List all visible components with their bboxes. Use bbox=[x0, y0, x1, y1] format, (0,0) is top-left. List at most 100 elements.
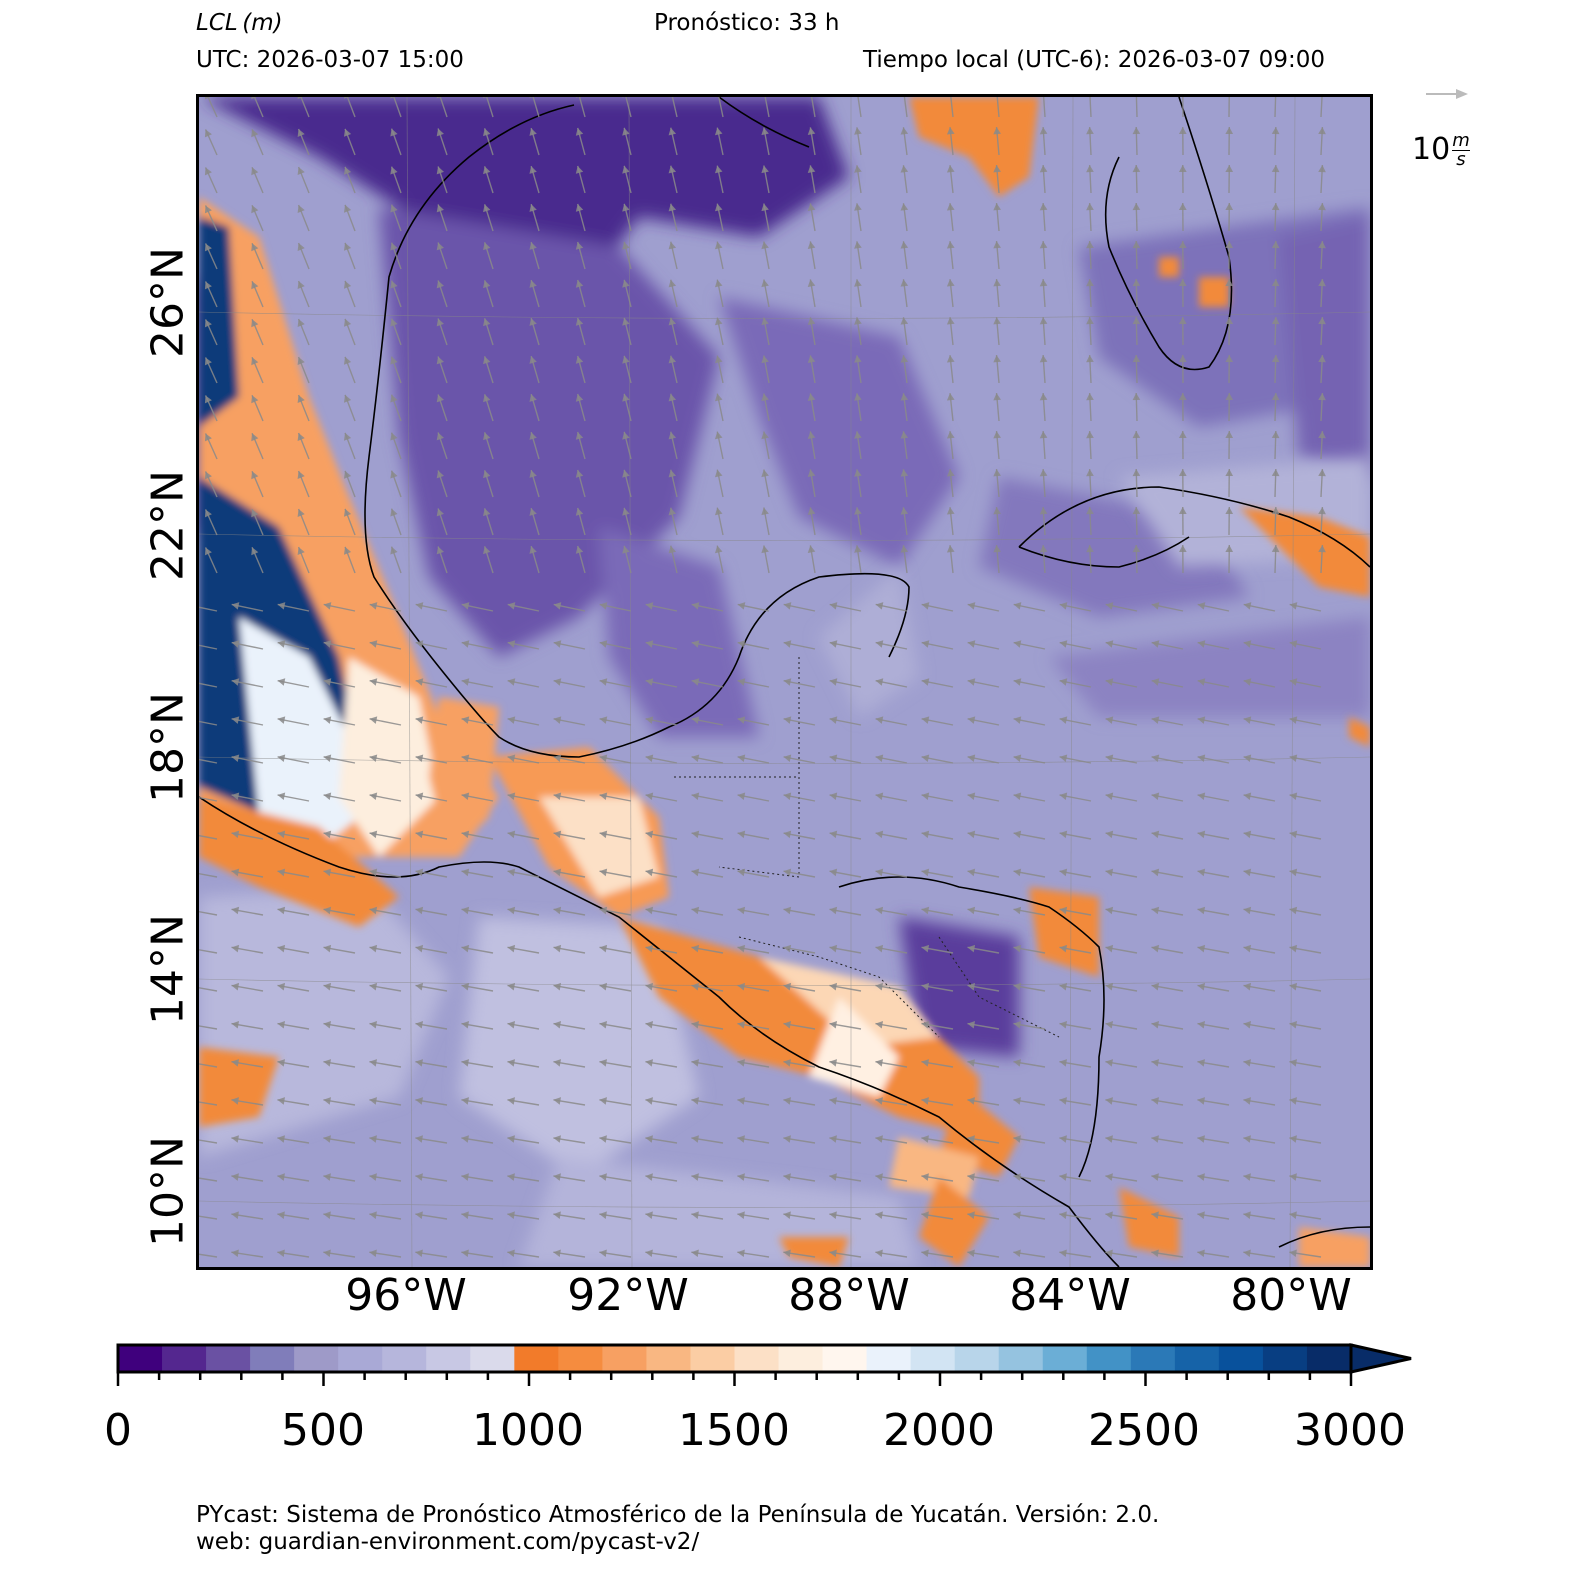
footer-credit: PYcast: Sistema de Pronóstico Atmosféric… bbox=[196, 1502, 1160, 1528]
wind-arrow-head bbox=[783, 792, 792, 801]
wind-arrow bbox=[393, 97, 402, 118]
wind-arrow-head bbox=[553, 1059, 562, 1067]
wind-arrow-head bbox=[993, 317, 1001, 325]
wind-arrow-head bbox=[1197, 602, 1206, 610]
wind-arrow-head bbox=[783, 1135, 791, 1143]
wind-arrow bbox=[671, 97, 678, 118]
wind-arrow-head bbox=[1271, 469, 1280, 477]
wind-arrow-head bbox=[461, 1135, 469, 1143]
wind-arrow-head bbox=[343, 432, 352, 441]
wind-arrow-head bbox=[507, 1249, 515, 1258]
wind-arrow-head bbox=[1059, 830, 1068, 839]
wind-arrow-head bbox=[1243, 754, 1252, 762]
wind-arrow-head bbox=[507, 1020, 516, 1029]
wind-arrow-head bbox=[251, 129, 259, 138]
wind-arrow-head bbox=[415, 792, 424, 801]
wind-arrow-head bbox=[251, 471, 259, 480]
wind-arrow-head bbox=[1271, 279, 1280, 287]
wind-arrow-head bbox=[1271, 127, 1280, 135]
wind-arrow-head bbox=[1059, 868, 1068, 877]
wind-arrow-head bbox=[829, 678, 838, 686]
wind-arrow-head bbox=[875, 1211, 883, 1219]
wind-arrow-head bbox=[875, 678, 884, 686]
wind-arrow-head bbox=[645, 678, 654, 686]
wind-arrow-head bbox=[783, 906, 792, 915]
wind-arrow-head bbox=[761, 203, 769, 212]
wind-arrow-head bbox=[415, 754, 424, 762]
wind-arrow-head bbox=[875, 1020, 884, 1029]
wind-arrow-head bbox=[1289, 792, 1298, 801]
wind-arrow-head bbox=[967, 830, 976, 839]
wind-arrow-head bbox=[461, 1097, 469, 1105]
wind-arrow-head bbox=[993, 127, 1001, 135]
wind-arrow-head bbox=[553, 792, 562, 801]
wind-arrow-head bbox=[1197, 1135, 1205, 1143]
wind-arrow-head bbox=[277, 1135, 285, 1143]
wind-arrow-head bbox=[323, 602, 332, 610]
wind-arrow-head bbox=[1105, 792, 1114, 801]
wind-arrow-head bbox=[1105, 1211, 1113, 1219]
wind-arrow-head bbox=[1059, 1097, 1067, 1105]
wind-arrow-head bbox=[1318, 241, 1326, 249]
lon-label-96w: 96°W bbox=[345, 1270, 467, 1321]
wind-arrow-head bbox=[645, 754, 654, 762]
wind-arrow-head bbox=[251, 319, 259, 328]
wind-arrow-head bbox=[645, 868, 654, 877]
wind-arrow-head bbox=[277, 830, 286, 839]
wind-arrow-head bbox=[1271, 507, 1280, 515]
wind-arrow-head bbox=[297, 167, 305, 175]
wind-arrow bbox=[207, 97, 218, 118]
wind-arrow bbox=[199, 987, 218, 992]
wind-arrow-head bbox=[204, 319, 212, 328]
wind-arrow-head bbox=[277, 1211, 285, 1219]
wind-arrow-head bbox=[1151, 640, 1160, 648]
wind-arrow-head bbox=[761, 507, 769, 516]
wind-arrow-head bbox=[1086, 317, 1094, 325]
wind-arrow-head bbox=[691, 1173, 699, 1181]
wind-arrow-head bbox=[1013, 640, 1022, 648]
wind-arrow-head bbox=[415, 1135, 423, 1143]
wind-arrow-head bbox=[1243, 868, 1252, 877]
wind-arrow bbox=[439, 97, 448, 118]
wind-arrow-head bbox=[529, 280, 537, 288]
wind-arrow-head bbox=[1059, 716, 1068, 724]
wind-arrow-head bbox=[575, 317, 584, 326]
wind-arrow-head bbox=[1105, 944, 1114, 953]
graticule bbox=[199, 97, 1370, 1267]
wind-arrow-head bbox=[1243, 1211, 1251, 1219]
wind-arrow-head bbox=[1178, 393, 1187, 401]
wind-arrow-head bbox=[297, 471, 305, 479]
wind-arrow-head bbox=[297, 433, 305, 441]
wind-arrow-head bbox=[1086, 165, 1094, 173]
wind-arrow-head bbox=[575, 431, 584, 440]
wind-arrow bbox=[199, 796, 218, 802]
wind-arrow-head bbox=[783, 1059, 792, 1067]
wind-arrow-head bbox=[1225, 545, 1234, 553]
wind-arrow-head bbox=[343, 470, 352, 479]
wind-arrow-head bbox=[854, 469, 862, 477]
wind-arrow-head bbox=[575, 469, 584, 478]
wind-arrow-head bbox=[1243, 1173, 1251, 1181]
wind-arrow-head bbox=[1039, 393, 1048, 401]
wind-arrow-head bbox=[343, 546, 352, 555]
wind-arrow-head bbox=[807, 203, 816, 211]
wind-arrow-head bbox=[1039, 507, 1048, 515]
wind-arrow-head bbox=[1289, 1059, 1298, 1067]
wind-arrow-head bbox=[1105, 868, 1114, 877]
wind-arrow-head bbox=[436, 204, 444, 213]
wind-arrow-head bbox=[1197, 982, 1206, 991]
wind-arrow-head bbox=[1271, 393, 1280, 401]
wind-arrow-head bbox=[946, 127, 955, 135]
wind-arrow-head bbox=[737, 640, 746, 648]
wind-arrow-head bbox=[231, 1211, 239, 1219]
wind-arrow-head bbox=[1289, 602, 1298, 610]
wind-arrow-head bbox=[1243, 792, 1252, 801]
wind-arrow-head bbox=[668, 127, 677, 136]
wind-arrow-head bbox=[1151, 944, 1160, 953]
wind-arrow-head bbox=[1013, 1135, 1021, 1143]
wind-arrow-head bbox=[807, 431, 816, 439]
wind-arrow-head bbox=[875, 792, 884, 801]
wind-arrow-head bbox=[807, 355, 816, 363]
wind-arrow-head bbox=[921, 868, 930, 877]
wind-arrow-head bbox=[1178, 469, 1187, 477]
